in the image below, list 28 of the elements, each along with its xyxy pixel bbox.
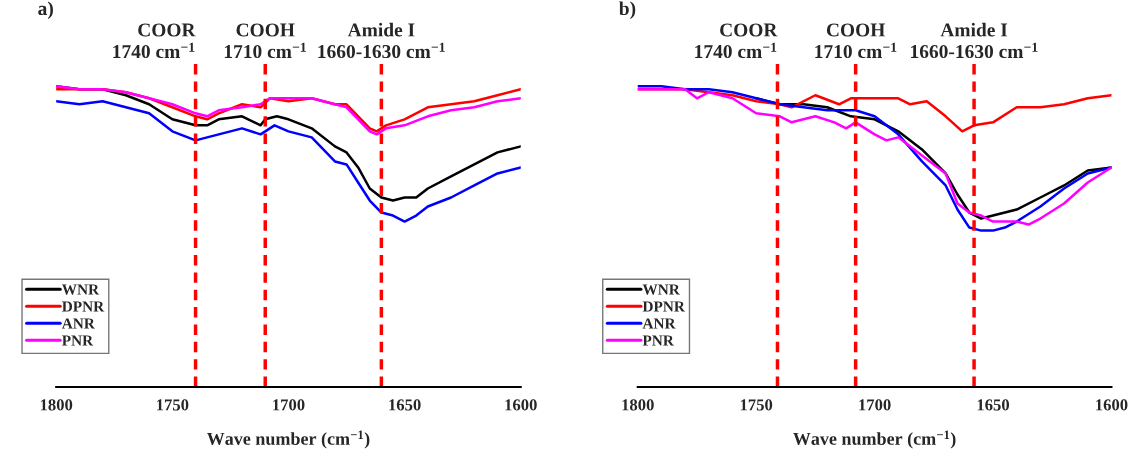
x-tick-label: 1650	[977, 399, 1010, 411]
x-tick-label: 1750	[740, 399, 773, 411]
ref-line-label: Amide I 1660-1630 cm$^{−1}$	[318, 22, 445, 59]
legend-label: DPNR	[642, 301, 686, 312]
x-tick-label: 1700	[859, 399, 891, 411]
legend-label: WNR	[642, 284, 680, 295]
legend-label: WNR	[61, 284, 100, 295]
x-tick-label: 1700	[273, 399, 305, 411]
chart-title: a)	[38, 1, 53, 20]
x-tick-label: 1800	[622, 399, 654, 411]
chart-title: b)	[619, 1, 636, 20]
x-tick-label: 1600	[1096, 399, 1128, 411]
x-tick-label: 1800	[40, 399, 73, 411]
ref-line-label: COOH 1710 cm$^{−1}$	[815, 23, 897, 59]
legend-label: ANR	[642, 318, 676, 329]
ref-line-label: Amide I 1660-1630 cm$^{−1}$	[911, 22, 1038, 59]
x-tick-label: 1600	[505, 399, 537, 411]
ref-line-label: COOH 1710 cm$^{−1}$	[224, 23, 306, 59]
x-axis-title: Wave number (cm$^{−1}$)	[793, 430, 956, 449]
legend-label: PNR	[62, 335, 94, 346]
legend-label: DPNR	[62, 301, 105, 312]
ref-line-label: COOR 1740 cm$^{−1}$	[695, 23, 778, 59]
x-tick-label: 1750	[157, 399, 189, 411]
x-tick-label: 1650	[389, 399, 421, 411]
x-axis-title: Wave number (cm$^{−1}$)	[206, 430, 370, 449]
ref-line-label: COOR 1740 cm$^{−1}$	[113, 23, 196, 59]
legend-label: ANR	[61, 318, 95, 329]
legend-label: PNR	[642, 335, 674, 346]
